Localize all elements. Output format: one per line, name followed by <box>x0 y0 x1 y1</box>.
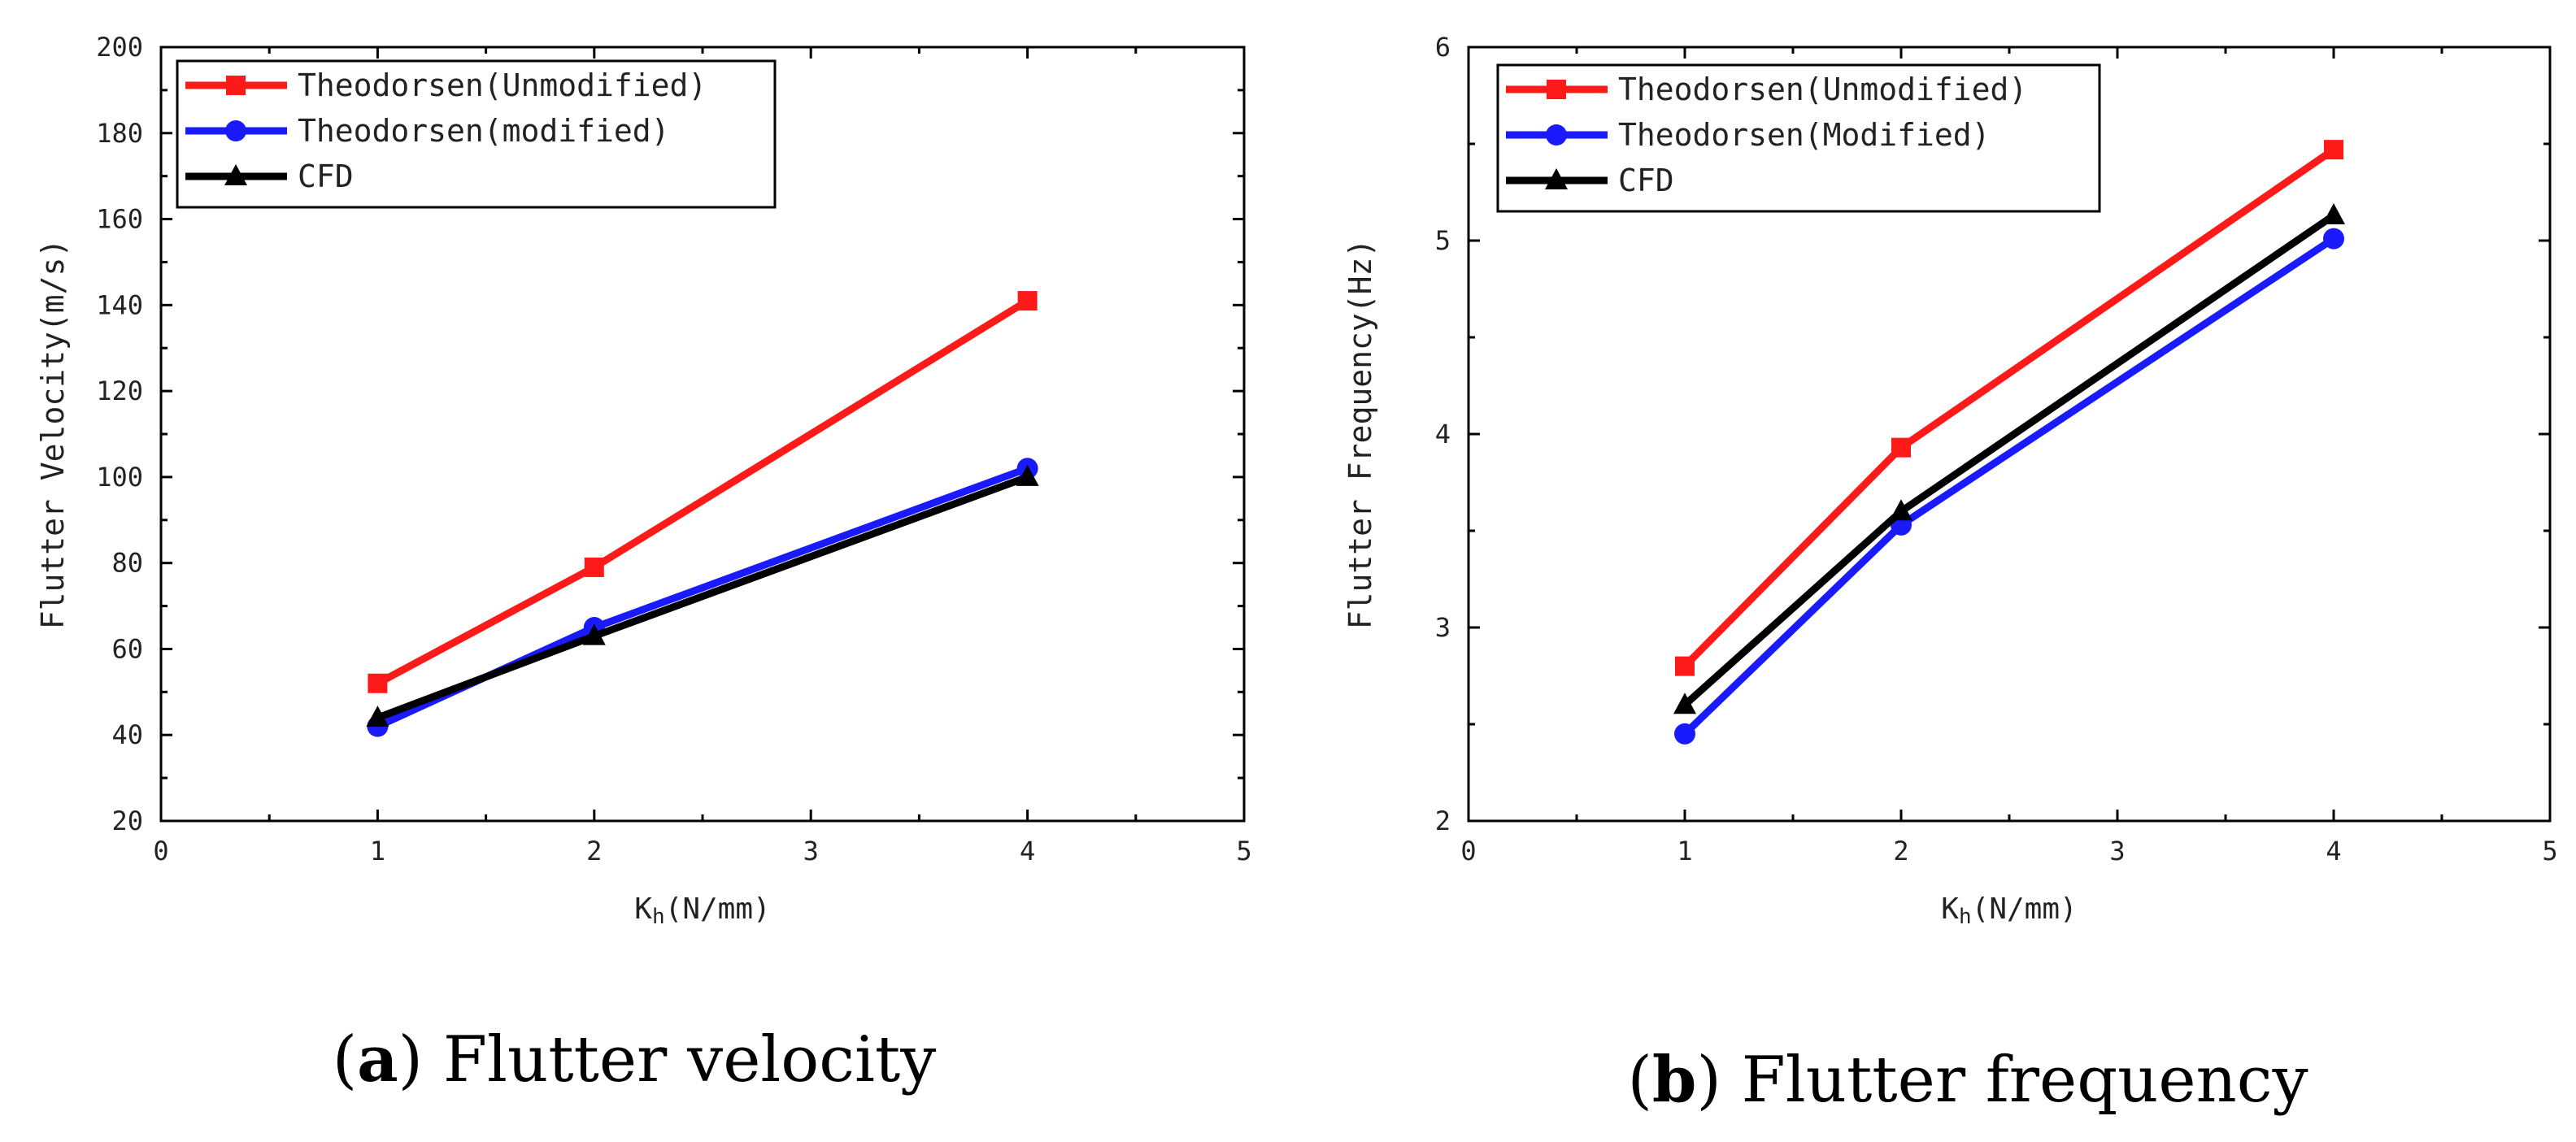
y-axis-label: Flutter Frequency(Hz) <box>1342 239 1378 629</box>
x-tick-label: 5 <box>1236 836 1251 866</box>
x-tick-label: 1 <box>370 836 385 866</box>
legend-label: CFD <box>298 158 354 194</box>
y-axis-label: Flutter Velocity(m/s) <box>35 239 71 629</box>
marker-circle <box>1546 124 1567 145</box>
x-axis-label: Kh(N/mm) <box>1941 892 2077 929</box>
legend-label: Theodorsen(modified) <box>298 113 670 149</box>
y-tick-label: 60 <box>111 633 143 664</box>
y-tick-label: 2 <box>1435 805 1451 836</box>
marker-circle <box>1674 723 1695 745</box>
x-tick-label: 2 <box>1893 836 1908 866</box>
x-tick-label: 3 <box>803 836 819 866</box>
marker-triangle <box>2322 203 2345 225</box>
marker-square <box>584 557 604 577</box>
marker-triangle <box>1673 693 1696 714</box>
series-triangle <box>1673 203 2345 714</box>
marker-square <box>226 76 246 95</box>
marker-circle <box>225 120 246 141</box>
legend: Theodorsen(Unmodified) Theodorsen(modifie… <box>176 59 777 209</box>
x-tick-label: 5 <box>2542 836 2557 866</box>
legend-entry: Theodorsen(Unmodified) <box>185 67 707 103</box>
y-tick-label: 180 <box>96 118 143 149</box>
y-tick-label: 6 <box>1435 32 1451 63</box>
y-tick-label: 5 <box>1435 225 1451 256</box>
y-tick-label: 160 <box>96 204 143 235</box>
series-circle <box>1674 228 2344 745</box>
caption: (a) Flutter velocity <box>333 1023 937 1096</box>
legend-label: Theodorsen(Modified) <box>1618 117 1991 153</box>
x-tick-label: 4 <box>2326 836 2341 866</box>
legend-entry: Theodorsen(modified) <box>185 113 670 149</box>
series-line <box>376 297 1029 687</box>
marker-square <box>1017 291 1038 311</box>
marker-triangle <box>1890 499 1912 521</box>
y-tick-label: 200 <box>96 32 143 63</box>
legend-label: Theodorsen(Unmodified) <box>1618 72 2027 107</box>
series-triangle <box>366 464 1039 727</box>
chart-a: 0 1 2 3 4 5 20 40 60 80 100 120 140 160 180 200 Kh(N/mm)… <box>35 32 1252 1096</box>
y-tick-label: 120 <box>96 376 143 406</box>
y-tick-label: 100 <box>96 462 143 493</box>
marker-square <box>368 673 388 693</box>
marker-square <box>2324 140 2343 160</box>
marker-square <box>1547 80 1566 99</box>
marker-triangle <box>1545 168 1568 189</box>
y-tick-label: 40 <box>111 719 143 750</box>
y-tick-label: 140 <box>96 289 143 320</box>
y-tick-label: 80 <box>111 548 143 579</box>
x-axis-label: Kh(N/mm) <box>634 892 770 929</box>
legend-entry: CFD <box>185 158 354 194</box>
marker-triangle <box>224 164 247 185</box>
caption: (b) Flutter frequency <box>1627 1043 2308 1117</box>
marker-square <box>1675 656 1695 676</box>
marker-square <box>1891 437 1911 458</box>
y-tick-label: 3 <box>1435 612 1451 643</box>
x-tick-label: 2 <box>586 836 602 866</box>
marker-triangle <box>582 623 606 645</box>
marker-triangle <box>1016 464 1039 486</box>
x-tick-label: 3 <box>2109 836 2125 866</box>
series-square <box>368 291 1038 693</box>
legend-label: CFD <box>1618 163 1674 198</box>
marker-triangle <box>366 706 389 727</box>
series-line <box>1682 235 2336 737</box>
y-tick-label: 20 <box>111 805 143 836</box>
x-tick-label: 0 <box>1460 836 1476 866</box>
series-line <box>1682 146 2336 669</box>
x-tick-label: 1 <box>1677 836 1692 866</box>
legend-label: Theodorsen(Unmodified) <box>298 67 707 103</box>
series-line <box>376 473 1029 722</box>
x-tick-label: 4 <box>1020 836 1035 866</box>
series-line <box>1682 212 2336 708</box>
x-tick-label: 0 <box>153 836 168 866</box>
chart-b: 0 1 2 3 4 5 2 3 4 5 6 Kh(N/mm) Flutter Frequency(Hz)… <box>1342 32 2558 1117</box>
marker-circle <box>2323 228 2344 250</box>
legend-entry: Theodorsen(Unmodified) <box>1506 72 2027 107</box>
legend-entry: Theodorsen(Modified) <box>1506 117 1991 153</box>
series-square <box>1675 140 2343 676</box>
y-tick-label: 4 <box>1435 419 1451 449</box>
legend: Theodorsen(Unmodified) Theodorsen(Modifie… <box>1496 63 2101 213</box>
legend-entry: CFD <box>1506 163 1674 198</box>
